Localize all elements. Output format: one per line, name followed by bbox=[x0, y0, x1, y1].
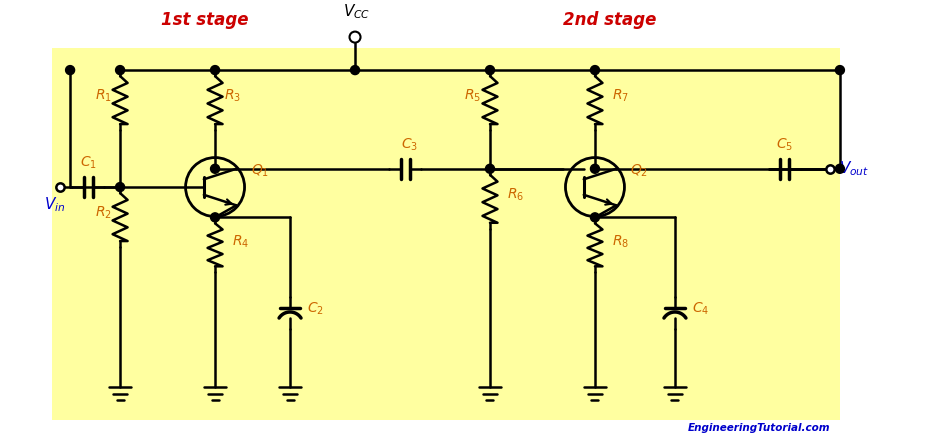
Text: 2nd stage: 2nd stage bbox=[563, 11, 657, 29]
Text: $V_{in}$: $V_{in}$ bbox=[44, 195, 66, 214]
Circle shape bbox=[350, 65, 359, 75]
Text: $C_3$: $C_3$ bbox=[402, 137, 418, 153]
Text: 1st stage: 1st stage bbox=[161, 11, 249, 29]
Text: $C_5$: $C_5$ bbox=[776, 137, 794, 153]
Circle shape bbox=[591, 65, 599, 75]
Text: $R_3$: $R_3$ bbox=[224, 88, 241, 104]
Text: $Q_2$: $Q_2$ bbox=[631, 163, 649, 179]
Text: $R_2$: $R_2$ bbox=[95, 205, 111, 221]
Text: $R_6$: $R_6$ bbox=[507, 187, 524, 203]
Text: $R_4$: $R_4$ bbox=[232, 233, 249, 250]
Bar bbox=[52, 48, 840, 420]
Text: $R_7$: $R_7$ bbox=[612, 88, 629, 104]
Circle shape bbox=[836, 164, 844, 173]
Text: $R_8$: $R_8$ bbox=[612, 233, 629, 250]
Text: $R_5$: $R_5$ bbox=[464, 88, 481, 104]
Circle shape bbox=[211, 213, 220, 222]
Text: $Q_1$: $Q_1$ bbox=[251, 163, 269, 179]
Text: $V_{CC}$: $V_{CC}$ bbox=[344, 3, 371, 22]
Text: $R_1$: $R_1$ bbox=[95, 88, 111, 104]
Text: EngineeringTutorial.com: EngineeringTutorial.com bbox=[687, 423, 830, 433]
Circle shape bbox=[115, 65, 124, 75]
Circle shape bbox=[591, 164, 599, 173]
Circle shape bbox=[211, 65, 220, 75]
Circle shape bbox=[836, 65, 844, 75]
Circle shape bbox=[66, 65, 75, 75]
Circle shape bbox=[211, 164, 220, 173]
Circle shape bbox=[486, 65, 494, 75]
Text: $C_4$: $C_4$ bbox=[692, 301, 709, 317]
Circle shape bbox=[115, 183, 124, 191]
Circle shape bbox=[591, 213, 599, 222]
Circle shape bbox=[486, 164, 494, 173]
Text: $V_{out}$: $V_{out}$ bbox=[839, 160, 870, 178]
Text: $C_1$: $C_1$ bbox=[80, 155, 96, 171]
Text: $C_2$: $C_2$ bbox=[307, 301, 324, 317]
